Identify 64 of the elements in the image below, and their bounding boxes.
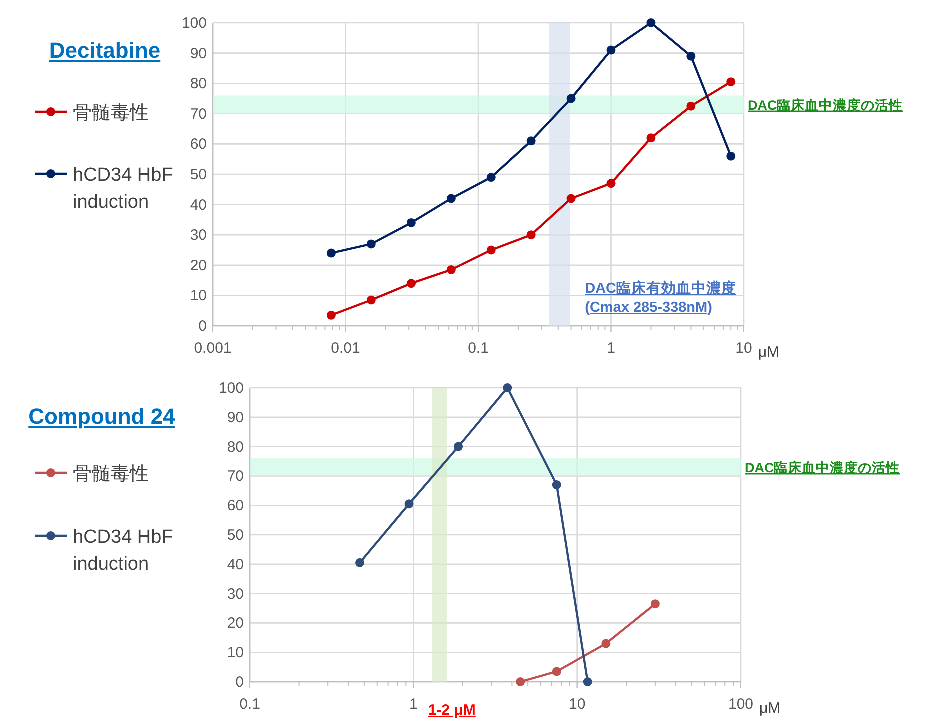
y-tick-label: 100 (218, 380, 244, 397)
point (446, 265, 456, 274)
y-tick-label: 70 (227, 468, 244, 486)
point (526, 136, 536, 146)
point (366, 296, 376, 305)
point (686, 102, 696, 111)
y-tick-label: 30 (227, 586, 244, 603)
x-axis-title: μM (758, 344, 780, 361)
x-tick-label: 100 (728, 696, 754, 713)
band-label: 1-2 μM (428, 702, 476, 719)
y-tick-label: 80 (227, 438, 244, 456)
point (606, 179, 616, 188)
point (486, 173, 496, 182)
point (566, 194, 576, 204)
y-tick-label: 60 (190, 136, 207, 154)
legend-label: hCD34 HbF induction (73, 165, 174, 213)
y-tick-label: 60 (227, 498, 244, 515)
y-tick-label: 30 (190, 227, 207, 244)
y-tick-label: 90 (190, 45, 207, 62)
point (646, 134, 656, 143)
x-tick-label: 0.1 (468, 340, 489, 357)
y-tick-label: 100 (182, 15, 207, 32)
x-tick-label: 1 (409, 696, 418, 713)
point (446, 194, 456, 204)
y-tick-label: 40 (227, 556, 244, 574)
point (646, 18, 656, 28)
y-tick-label: 0 (236, 674, 244, 691)
y-tick-label: 70 (190, 106, 207, 123)
point (326, 248, 336, 258)
legend-label: 骨髄毒性 (73, 464, 149, 485)
y-tick-label: 10 (190, 288, 207, 305)
x-tick-label: 10 (736, 340, 752, 357)
legend-label: 骨髄毒性 (73, 103, 149, 124)
point (726, 78, 736, 87)
x-tick-label: 0.01 (331, 340, 360, 357)
text: Decitabine (49, 38, 161, 63)
point (326, 310, 336, 320)
point (606, 46, 616, 55)
y-tick-label: 0 (198, 318, 207, 335)
x-tick-label: 10 (568, 696, 586, 713)
point (366, 240, 376, 249)
point (726, 152, 736, 161)
x-tick-label: 0.001 (194, 340, 232, 357)
point (686, 52, 696, 61)
y-tick-label: 50 (190, 166, 207, 184)
point (526, 230, 536, 240)
y-tick-label: 20 (190, 257, 207, 274)
y-tick-label: 40 (190, 196, 207, 214)
band-label: DAC臨床血中濃度の活性 (745, 459, 900, 476)
point (486, 246, 496, 255)
x-tick-label: 1 (607, 340, 616, 357)
y-tick-label: 50 (227, 527, 244, 544)
text: Compound 24 (28, 404, 176, 429)
legend-label: hCD34 HbF induction (73, 527, 174, 575)
y-tick-label: 10 (227, 644, 244, 662)
y-tick-label: 90 (227, 409, 244, 426)
point (406, 218, 416, 228)
point (566, 94, 576, 104)
band-label: DAC臨床血中濃度の活性 (748, 96, 904, 113)
y-tick-label: 80 (190, 76, 207, 93)
y-tick-label: 20 (227, 615, 244, 632)
x-tick-label: 0.1 (240, 696, 260, 713)
point (406, 279, 416, 288)
x-axis-title: μM (760, 700, 781, 717)
